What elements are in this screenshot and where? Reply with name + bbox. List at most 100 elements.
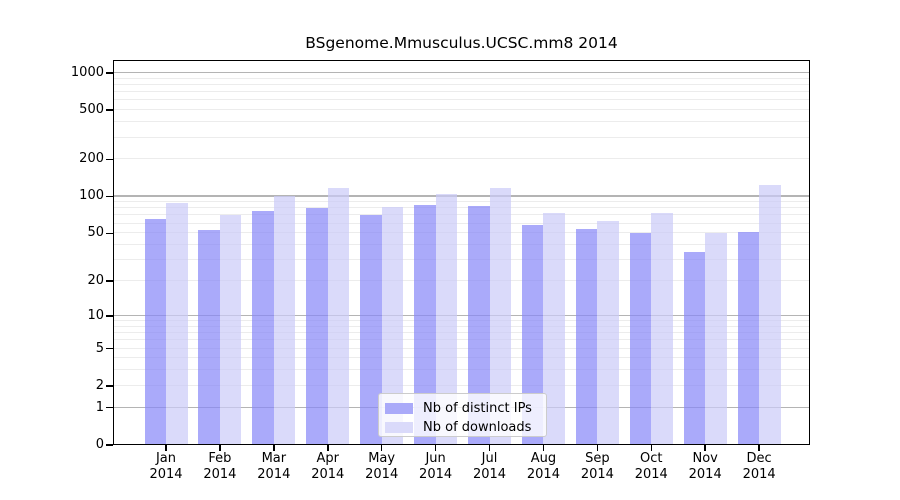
bar-jul-downloads (489, 187, 512, 445)
major-gridline (113, 71, 810, 74)
minor-gridline (113, 259, 810, 261)
legend-label-downloads: Nb of downloads (423, 420, 532, 435)
x-tick-label: Jul 2014 (472, 451, 507, 482)
minor-gridline (113, 207, 810, 209)
y-tick-label: 1000 (70, 64, 104, 80)
minor-gridline (113, 201, 810, 203)
x-tick-label: Apr 2014 (311, 451, 345, 482)
y-tick-label: 100 (79, 188, 104, 204)
y-tick-mark (106, 347, 113, 350)
x-tick-label: Feb 2014 (203, 451, 237, 482)
minor-gridline (113, 136, 810, 138)
minor-gridline (113, 280, 810, 282)
minor-gridline (113, 339, 810, 341)
major-gridline (113, 195, 810, 197)
minor-gridline (113, 325, 810, 327)
x-tick-mark (273, 445, 275, 451)
x-tick-mark (758, 445, 760, 451)
minor-gridline (113, 347, 810, 349)
minor-gridline (113, 369, 810, 371)
minor-gridline (113, 158, 810, 160)
bar-nov-downloads (705, 233, 727, 445)
x-tick-label: Nov 2014 (688, 451, 722, 482)
bar-nov-distinct-ips (683, 252, 706, 445)
y-tick-mark (106, 195, 113, 198)
y-tick-mark (106, 280, 113, 282)
minor-gridline (113, 384, 810, 386)
bar-mar-downloads (273, 196, 296, 445)
bar-may-distinct-ips (360, 215, 382, 445)
y-tick-label: 10 (87, 307, 104, 323)
bar-aug-downloads (543, 213, 565, 445)
legend-swatch-distinct-ips-icon (385, 403, 413, 414)
y-tick-label: 0 (95, 437, 104, 452)
major-gridline (113, 314, 810, 317)
y-tick-label: 500 (79, 102, 104, 118)
bar-jun-distinct-ips (414, 204, 436, 445)
x-tick-mark (219, 445, 221, 451)
bar-dec-downloads (759, 184, 781, 445)
y-tick-label: 50 (87, 225, 104, 241)
bar-apr-distinct-ips (306, 207, 328, 445)
minor-gridline (113, 99, 810, 101)
x-tick-label: Oct 2014 (634, 451, 668, 482)
x-tick-label: Jun 2014 (419, 451, 453, 482)
bar-jan-distinct-ips (144, 218, 166, 445)
minor-gridline (113, 77, 810, 79)
x-tick-mark (434, 445, 437, 451)
y-tick-mark (106, 444, 113, 446)
bar-jun-downloads (435, 194, 458, 445)
x-tick-label: Dec 2014 (742, 451, 776, 482)
x-tick-mark (380, 445, 383, 451)
bar-mar-distinct-ips (252, 211, 274, 445)
bar-feb-downloads (219, 215, 242, 445)
plot-area: Nb of distinct IPs Nb of downloads (113, 60, 810, 445)
bar-oct-downloads (651, 213, 673, 445)
minor-gridline (113, 121, 810, 123)
y-tick-mark (106, 72, 113, 74)
x-tick-label: Aug 2014 (526, 451, 560, 482)
minor-gridline (113, 357, 810, 359)
legend-item-downloads: Nb of downloads (385, 418, 546, 437)
x-tick-mark (542, 445, 545, 451)
x-tick-mark (165, 445, 167, 451)
y-tick-mark (106, 406, 113, 409)
minor-gridline (113, 244, 810, 246)
bar-apr-downloads (327, 188, 350, 445)
x-tick-mark (596, 445, 599, 451)
bar-sep-distinct-ips (575, 229, 598, 445)
y-tick-label: 200 (79, 151, 104, 167)
minor-gridline (113, 232, 810, 234)
x-tick-mark (327, 445, 329, 451)
minor-gridline (113, 320, 810, 321)
minor-gridline (113, 83, 810, 85)
y-tick-label: 1 (95, 399, 104, 415)
bar-feb-distinct-ips (198, 230, 220, 445)
bar-jan-downloads (166, 202, 188, 445)
x-tick-label: Jan 2014 (149, 451, 183, 482)
bar-may-downloads (381, 207, 404, 445)
bar-aug-distinct-ips (521, 224, 544, 445)
y-tick-mark (106, 158, 113, 161)
bar-jul-distinct-ips (468, 206, 490, 445)
y-tick-mark (106, 315, 113, 317)
y-tick-label: 20 (87, 273, 104, 289)
minor-gridline (113, 214, 810, 216)
x-tick-label: Sep 2014 (580, 451, 614, 482)
legend-item-distinct-ips: Nb of distinct IPs (385, 399, 546, 418)
bar-dec-distinct-ips (737, 232, 760, 445)
bar-sep-downloads (597, 221, 619, 445)
y-tick-label: 2 (95, 377, 104, 393)
minor-gridline (113, 109, 810, 111)
bar-oct-distinct-ips (629, 233, 652, 445)
minor-gridline (113, 91, 810, 93)
y-tick-mark (106, 109, 113, 111)
minor-gridline (113, 222, 810, 224)
chart-title: BSgenome.Mmusculus.UCSC.mm8 2014 (305, 34, 618, 52)
y-tick-mark (106, 232, 113, 234)
legend: Nb of distinct IPs Nb of downloads (378, 393, 547, 437)
legend-swatch-downloads-icon (385, 422, 413, 433)
x-tick-label: Mar 2014 (257, 451, 291, 482)
y-tick-label: 5 (95, 340, 104, 356)
minor-gridline (113, 332, 810, 334)
